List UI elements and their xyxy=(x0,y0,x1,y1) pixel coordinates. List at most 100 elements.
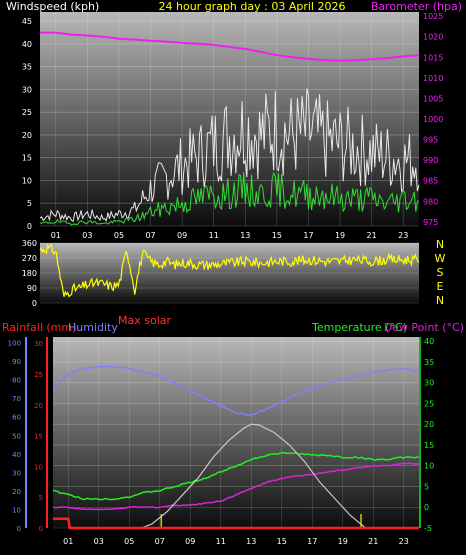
barometer-tick-label: 985 xyxy=(423,177,438,186)
temperature-tick-label: 15 xyxy=(424,441,434,450)
temperature-tick-label: 25 xyxy=(424,399,434,408)
windspeed-tick-label: 0 xyxy=(27,222,32,231)
windspeed-tick-label: 45 xyxy=(22,17,32,26)
direction-tick-label: 360 xyxy=(22,239,37,248)
rainfall-tick-label: 20 xyxy=(34,402,43,410)
barometer-tick-label: 1020 xyxy=(423,33,443,42)
windspeed-tick-label: 20 xyxy=(22,131,32,140)
humidity-tick-label: 30 xyxy=(12,469,21,477)
windspeed-tick-label: 35 xyxy=(22,63,32,72)
barometer-tick-label: 1010 xyxy=(423,74,443,83)
temperature-tick-label: 20 xyxy=(424,420,434,429)
direction-tick-label: 0 xyxy=(32,299,37,308)
barometer-tick-label: 1015 xyxy=(423,53,443,62)
time-tick-label: 13 xyxy=(246,537,256,546)
rainfall-tick-label: 30 xyxy=(34,340,43,348)
windspeed-tick-label: 10 xyxy=(22,176,32,185)
direction-tick-label: 90 xyxy=(27,284,37,293)
dewpoint-line xyxy=(52,462,420,511)
windspeed-tick-label: 25 xyxy=(22,108,32,117)
barometer-tick-label: 990 xyxy=(423,156,438,165)
temperature-tick-label: 0 xyxy=(424,503,429,512)
wind-grid xyxy=(40,12,419,227)
windspeed-ticks: 0 5 10 15 20 25 30 35 40 45 xyxy=(22,17,32,231)
humidity-tick-label: 90 xyxy=(12,358,21,366)
time-tick-label: 09 xyxy=(177,231,187,240)
direction-series xyxy=(39,243,420,298)
direction-tick-label: 180 xyxy=(22,269,37,278)
time-tick-label: 05 xyxy=(124,537,134,546)
chart-title: 24 hour graph day : 03 April 2026 xyxy=(159,0,346,13)
barometer-tick-label: 980 xyxy=(423,197,438,206)
rainfall-tick-label: 10 xyxy=(34,463,43,471)
humidity-tick-label: 60 xyxy=(12,414,21,422)
windspeed-tick-label: 40 xyxy=(22,40,32,49)
time-tick-label: 19 xyxy=(338,537,348,546)
humidity-tick-label: 40 xyxy=(12,451,21,459)
windspeed-tick-label: 5 xyxy=(27,199,32,208)
time-tick-label: 09 xyxy=(185,537,195,546)
time-tick-label: 19 xyxy=(335,231,345,240)
rainfall-ticks: 0 5 10 15 20 25 30 xyxy=(34,340,43,533)
direction-tick-label: 270 xyxy=(22,254,37,263)
time-tick-label: 03 xyxy=(94,537,104,546)
temperature-tick-label: 10 xyxy=(424,462,434,471)
humidity-tick-label: 50 xyxy=(12,432,21,440)
humidity-tick-label: 80 xyxy=(12,377,21,385)
windspeed-axis-label: Windspeed (kph) xyxy=(6,0,99,13)
direction-ticks: 0 90 180 270 360 xyxy=(22,239,37,308)
wind-gust-line xyxy=(39,88,420,223)
temperature-tick-label: 5 xyxy=(424,482,429,491)
humidity-axis-label: Humidity xyxy=(68,321,118,334)
temperature-panel: Rainfall (mm) Humidity Max solar Tempera… xyxy=(2,314,464,546)
temperature-series xyxy=(52,365,420,530)
barometer-tick-label: 995 xyxy=(423,136,438,145)
time-tick-label: 17 xyxy=(307,537,317,546)
time-tick-label: 17 xyxy=(303,231,313,240)
rainfall-tick-label: 15 xyxy=(34,433,43,441)
time-tick-label: 21 xyxy=(367,231,377,240)
rainfall-line xyxy=(53,517,419,530)
barometer-tick-label: 1005 xyxy=(423,94,443,103)
time-tick-label: 11 xyxy=(216,537,226,546)
wind-speed-line xyxy=(39,171,420,226)
barometer-axis-label: Barometer (hpa) xyxy=(371,0,462,13)
windspeed-tick-label: 15 xyxy=(22,154,32,163)
time-tick-label: 01 xyxy=(63,537,73,546)
rainfall-tick-label: 25 xyxy=(34,371,43,379)
wind-series xyxy=(39,31,420,226)
humidity-line xyxy=(52,365,420,416)
time-tick-label: 23 xyxy=(399,537,409,546)
compass-letter: S xyxy=(437,266,444,279)
compass-letter: N xyxy=(436,294,444,307)
time-tick-label: 11 xyxy=(209,231,219,240)
time-tick-label: 15 xyxy=(272,231,282,240)
temperature-tick-label: 30 xyxy=(424,379,434,388)
dewpoint-axis-label: Dew Point (°C) xyxy=(384,321,464,334)
rainfall-axis-label: Rainfall (mm) xyxy=(2,321,76,334)
humidity-ticks: 0 10 20 30 40 50 60 70 80 90 100 xyxy=(8,340,21,533)
rainfall-tick-label: 0 xyxy=(39,525,43,533)
humidity-tick-label: 100 xyxy=(8,340,21,348)
barometer-line xyxy=(40,31,420,62)
time-tick-label: 13 xyxy=(240,231,250,240)
windspeed-tick-label: 30 xyxy=(22,85,32,94)
time-tick-label: 07 xyxy=(145,231,155,240)
humidity-tick-label: 10 xyxy=(12,506,21,514)
temperature-plot-area xyxy=(53,337,419,528)
compass-letter: N xyxy=(436,238,444,251)
compass-letter: W xyxy=(435,252,446,265)
wind-direction-line xyxy=(39,243,420,298)
time-ticks-lower: 01 03 05 07 09 11 13 15 17 19 21 23 xyxy=(63,537,409,546)
temperature-ticks: -5 0 5 10 15 20 25 30 35 40 xyxy=(424,337,434,533)
time-tick-label: 23 xyxy=(398,231,408,240)
time-tick-label: 03 xyxy=(82,231,92,240)
max-solar-label: Max solar xyxy=(118,314,171,327)
direction-grid xyxy=(40,242,419,304)
time-tick-label: 15 xyxy=(277,537,287,546)
humidity-tick-label: 70 xyxy=(12,395,21,403)
direction-plot-area xyxy=(40,243,419,303)
